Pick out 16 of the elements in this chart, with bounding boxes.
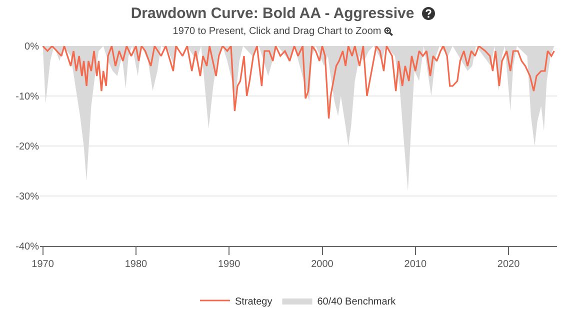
y-tick-label: -10% (16, 92, 40, 102)
x-tick-label: 1980 (124, 259, 148, 270)
y-tick-label: -20% (16, 142, 40, 152)
legend-label: Strategy (235, 296, 272, 308)
legend-label: 60/40 Benchmark (317, 296, 397, 308)
x-tick-label: 2020 (497, 259, 520, 270)
y-tick-label: -30% (16, 192, 40, 202)
chart-title: Drawdown Curve: Bold AA - Aggressive (130, 5, 414, 22)
y-tick-label: -40% (16, 242, 40, 252)
chart-subtitle: 1970 to Present, Click and Drag Chart to Zoom (172, 26, 382, 37)
line-series (42, 46, 556, 120)
y-tick-label: 0% (24, 42, 40, 52)
x-tick-label: 2000 (311, 259, 334, 270)
x-tick-label: 1970 (32, 259, 54, 270)
x-tick-label: 2010 (404, 259, 427, 270)
x-tick-label: 1990 (218, 259, 241, 270)
